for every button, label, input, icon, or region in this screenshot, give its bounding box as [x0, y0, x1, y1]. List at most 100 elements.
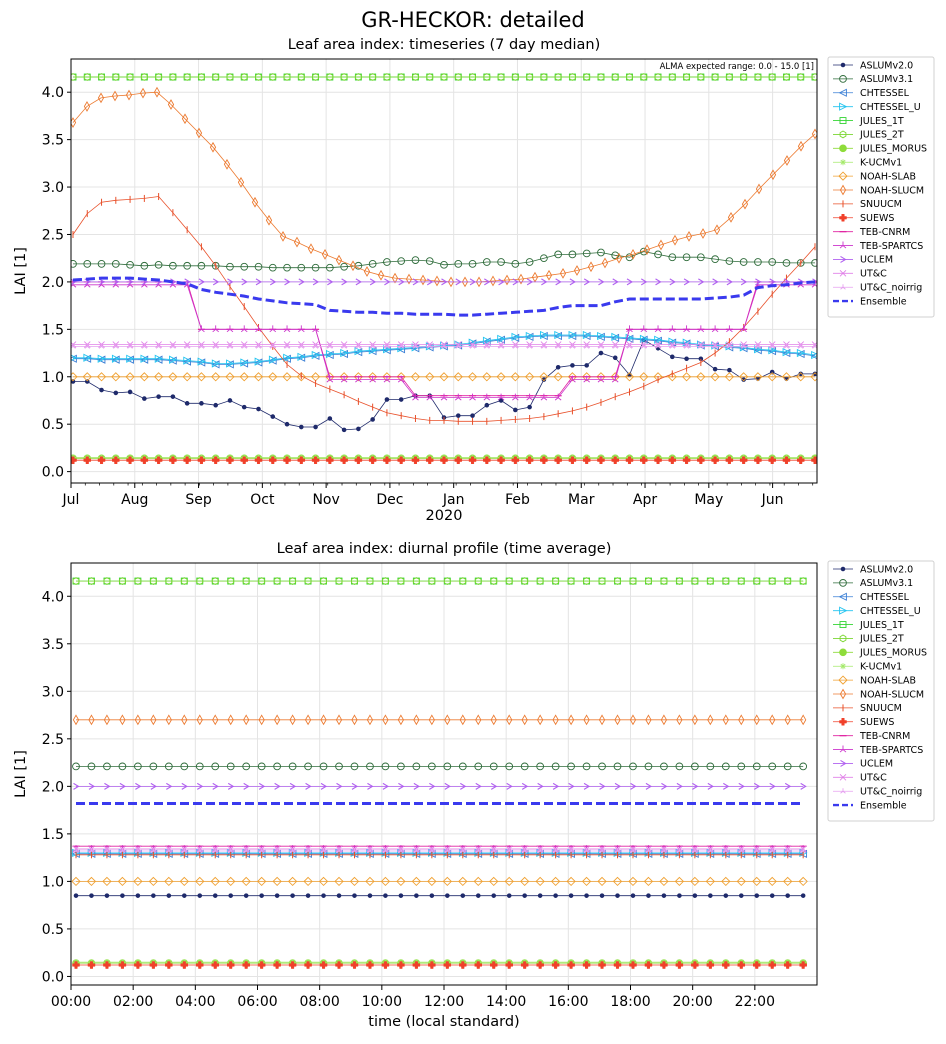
data-point — [668, 337, 677, 346]
data-point — [369, 278, 377, 286]
data-point — [440, 456, 448, 464]
data-point — [297, 456, 306, 464]
data-point — [537, 893, 543, 898]
data-point — [454, 393, 462, 401]
data-point — [365, 876, 375, 887]
data-point — [541, 278, 548, 286]
data-point — [154, 456, 163, 464]
data-point — [797, 140, 805, 152]
data-point — [711, 255, 719, 263]
data-point — [135, 847, 141, 854]
legend-marker — [839, 606, 848, 615]
data-point — [754, 893, 760, 898]
data-point — [569, 375, 576, 383]
x-tick-label: 02:00 — [113, 994, 153, 1010]
data-point — [284, 343, 290, 349]
data-point — [723, 782, 730, 790]
data-point — [768, 961, 776, 969]
data-point — [555, 343, 561, 349]
data-point — [334, 876, 344, 887]
data-point — [256, 406, 261, 412]
data-point — [425, 372, 435, 382]
y-tick-label: 0.0 — [42, 465, 64, 481]
data-point — [226, 73, 234, 81]
y-tick-label: 3.5 — [42, 637, 64, 653]
data-point — [140, 354, 149, 363]
data-point — [166, 782, 173, 790]
data-point — [690, 876, 700, 887]
data-point — [340, 456, 348, 464]
panel-0: 0.0 0.5 1.0 1.5 2.0 2.5 3.0 3.5 4.0 Jul Aug Sep Oct N… — [13, 37, 818, 524]
data-point — [583, 714, 590, 726]
data-point — [503, 274, 511, 286]
data-point — [71, 354, 78, 361]
series-teb-spartcs — [71, 280, 817, 401]
data-point — [812, 278, 817, 286]
data-point — [428, 961, 436, 969]
data-point — [552, 847, 559, 854]
panel-title: Leaf area index: diurnal profile (time a… — [277, 541, 612, 557]
data-point — [483, 393, 491, 401]
y-tick-label: 1.0 — [42, 874, 64, 890]
data-point — [140, 456, 149, 464]
legend-item: JULES_1T — [833, 116, 904, 127]
x-tick-label: Feb — [505, 492, 530, 508]
data-point — [629, 762, 637, 771]
data-point — [752, 876, 762, 887]
data-point — [258, 782, 266, 790]
data-point — [555, 364, 561, 370]
data-point — [443, 961, 452, 969]
data-point — [119, 782, 126, 790]
data-point — [712, 278, 719, 286]
data-point — [139, 87, 147, 99]
data-point — [98, 278, 106, 286]
data-point — [669, 325, 676, 333]
data-point — [583, 73, 591, 81]
data-point — [426, 343, 433, 349]
data-point — [242, 762, 251, 771]
data-point — [783, 961, 792, 969]
data-point — [782, 456, 791, 464]
data-point — [104, 893, 110, 898]
data-point — [554, 456, 562, 464]
data-point — [96, 372, 107, 382]
data-point — [367, 782, 374, 790]
data-point — [540, 456, 548, 464]
data-point — [660, 762, 668, 771]
data-point — [98, 280, 105, 288]
data-point — [226, 456, 234, 464]
legend-marker — [840, 255, 847, 263]
data-point — [119, 714, 126, 726]
data-point — [127, 343, 133, 349]
data-point — [725, 456, 734, 464]
data-point — [554, 393, 562, 401]
data-point — [628, 876, 638, 887]
data-point — [640, 325, 648, 333]
legend-marker — [840, 62, 846, 68]
legend-item: UCLEM — [833, 255, 893, 266]
data-point — [599, 782, 606, 790]
data-point — [97, 456, 106, 464]
data-point — [414, 893, 419, 898]
data-point — [685, 230, 693, 242]
data-point — [510, 333, 520, 343]
data-point — [597, 876, 607, 887]
data-point — [71, 354, 77, 363]
series-line — [72, 276, 816, 317]
data-point — [526, 73, 534, 81]
data-point — [113, 343, 119, 349]
data-point — [567, 372, 578, 382]
y-tick-label: 3.0 — [42, 684, 64, 700]
data-point — [311, 263, 320, 272]
legend-label: UT&C — [860, 773, 887, 784]
data-point — [155, 343, 162, 349]
data-point — [326, 375, 334, 383]
data-point — [169, 280, 177, 288]
legend-label: UCLEM — [860, 759, 893, 770]
data-point — [484, 402, 490, 408]
data-point — [405, 273, 413, 285]
data-point — [800, 847, 806, 854]
data-point — [183, 280, 191, 288]
legend-label: SUEWS — [860, 717, 894, 728]
legend-item: NOAH-SLUCM — [833, 184, 924, 196]
